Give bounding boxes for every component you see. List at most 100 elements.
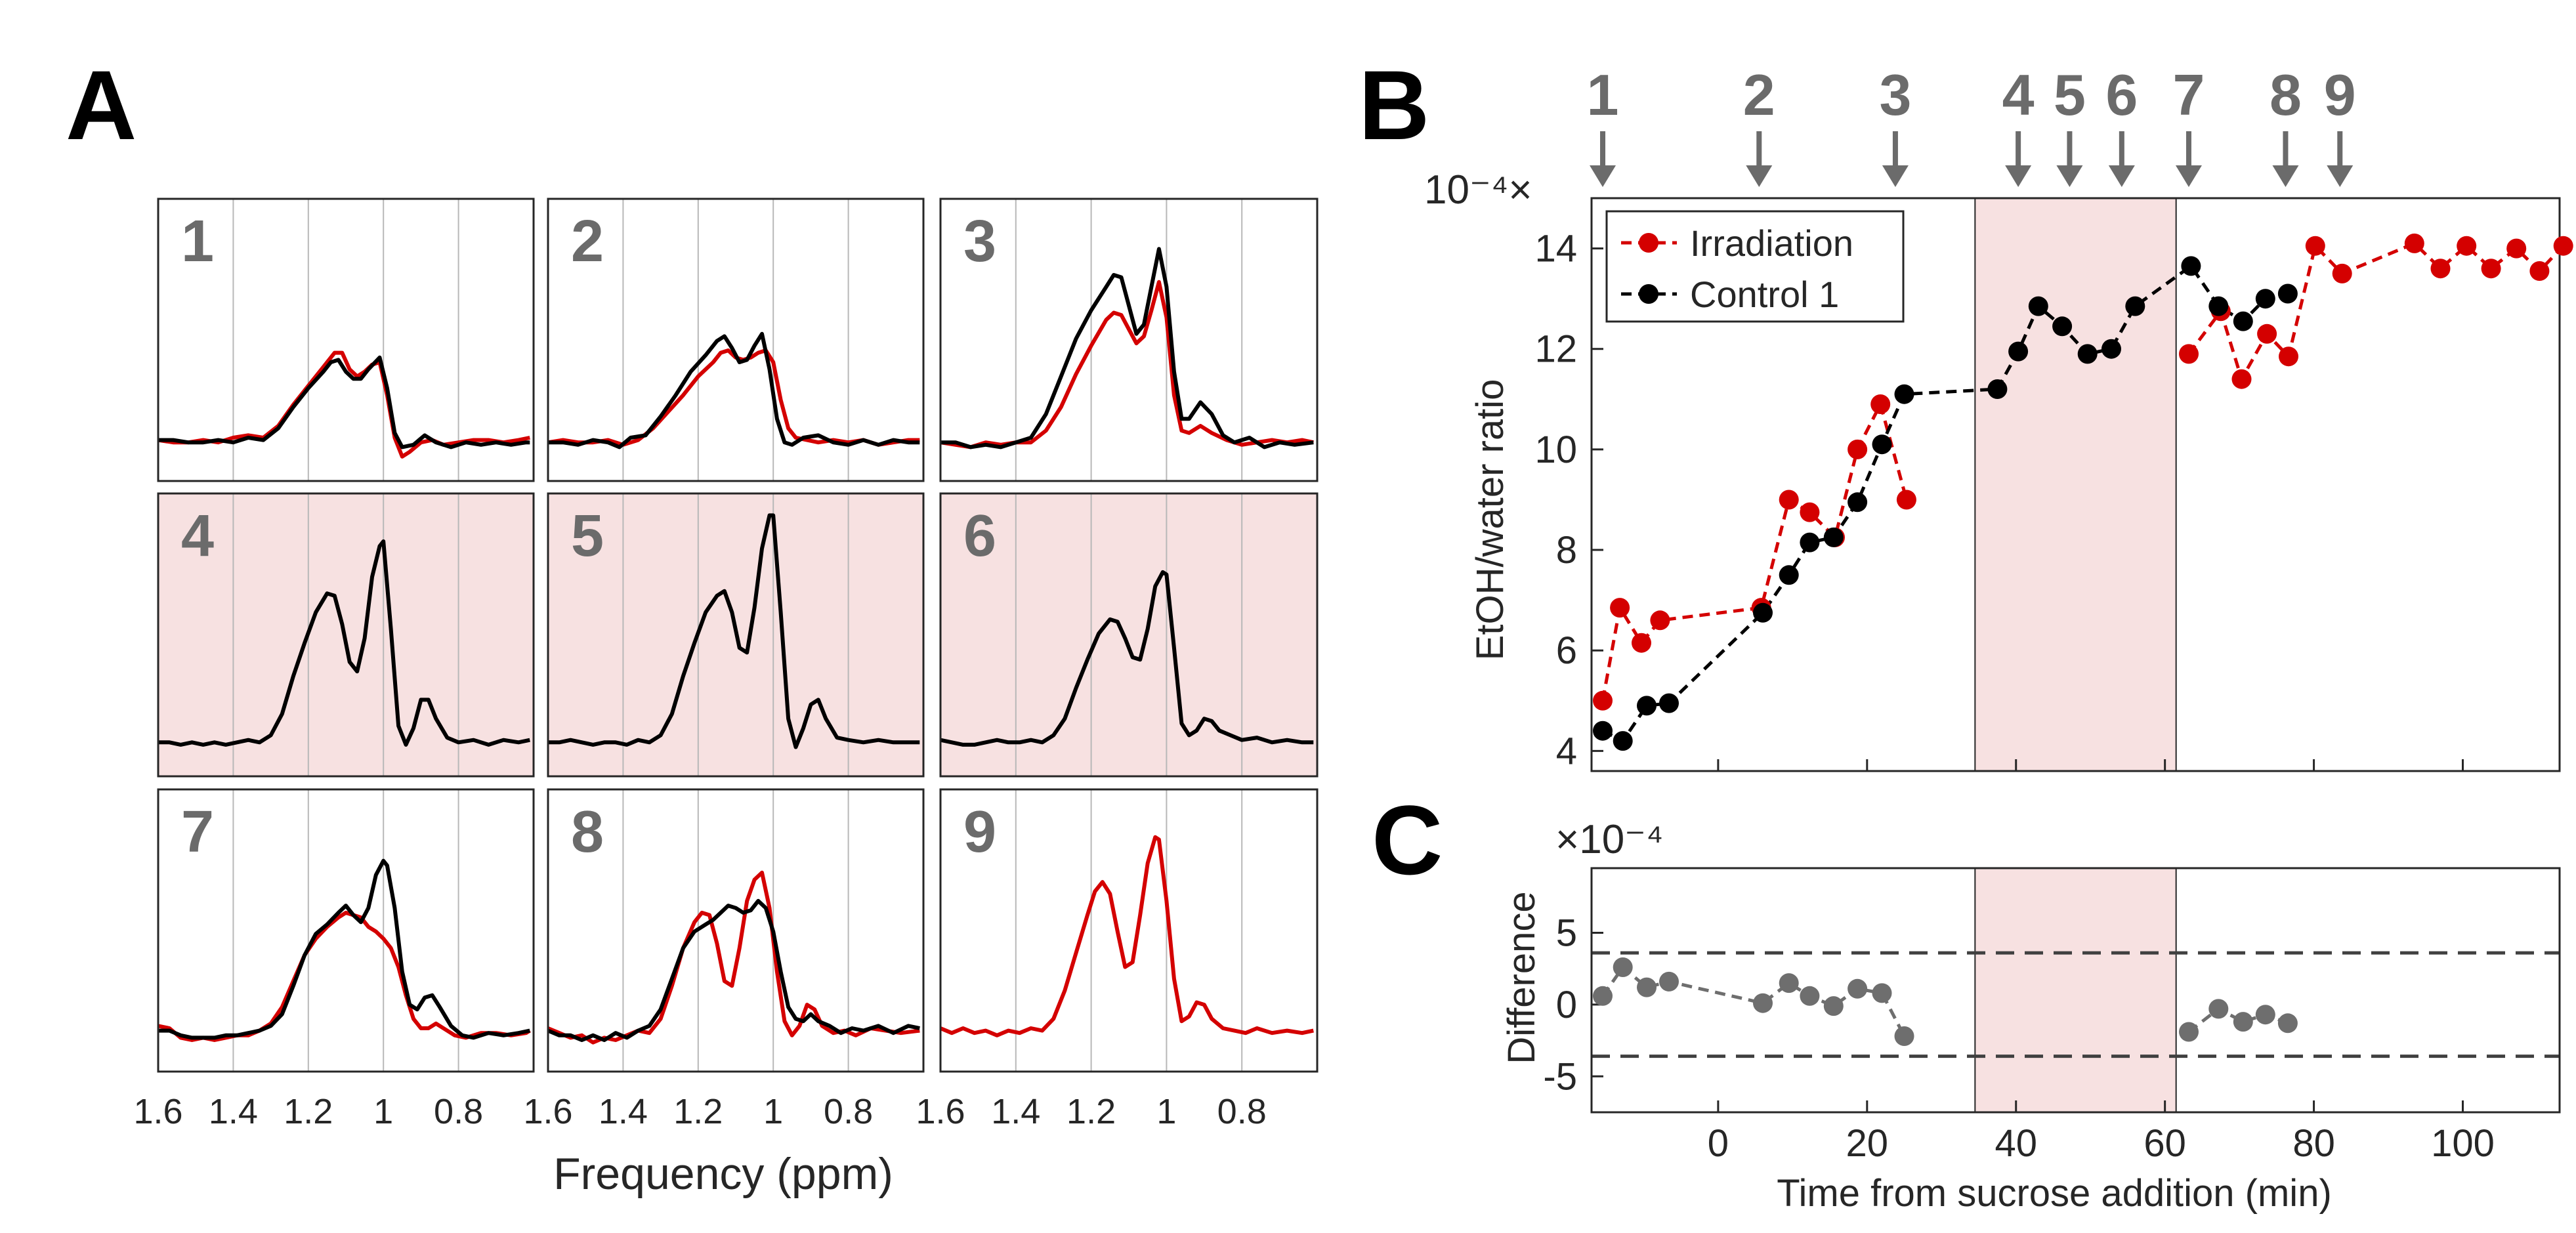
panel-b-y-axis-label: EtOH/water ratio	[1469, 379, 1511, 661]
x-tick-label: 1.2	[1066, 1092, 1116, 1131]
spectrum-arrow-label: 5	[2054, 62, 2086, 127]
spectrum-arrow-label: 4	[2002, 62, 2035, 127]
irradiation-data-point	[2457, 236, 2477, 256]
y-tick-label: 10	[1534, 428, 1577, 471]
control-data-point	[1894, 384, 1914, 404]
y-tick-label: 14	[1534, 228, 1577, 270]
spectrum-number: 9	[963, 799, 996, 865]
spectrum-arrow-label: 3	[1879, 62, 1911, 127]
down-arrow-icon	[2272, 165, 2299, 187]
spectrum-subplot-3: 3	[939, 198, 1319, 482]
difference-data-point	[1894, 1026, 1914, 1046]
y-tick-label: 6	[1556, 629, 1577, 672]
panel-c-y-axis-label: Difference	[1500, 891, 1543, 1064]
spectrum-arrow-label: 7	[2172, 62, 2205, 127]
legend-irradiation-label: Irradiation	[1690, 222, 1853, 264]
x-tick-label: 1.4	[991, 1092, 1040, 1131]
down-arrow-icon	[2005, 165, 2032, 187]
irradiation-data-point	[1632, 633, 1651, 653]
x-tick-label: 20	[1846, 1122, 1889, 1165]
irradiation-data-point	[2529, 261, 2550, 281]
irradiation-data-point	[1848, 439, 1868, 459]
difference-data-point	[2277, 1013, 2298, 1034]
irradiation-data-point	[2430, 259, 2451, 279]
spectrum-subplot-2: 2	[547, 198, 925, 482]
control-data-point	[2277, 283, 2298, 304]
control-data-point	[1659, 693, 1679, 713]
control-data-point	[2101, 339, 2121, 359]
irradiation-off-region	[1974, 198, 2177, 772]
y-tick-label: 5	[1556, 911, 1577, 954]
difference-data-point	[1613, 957, 1633, 977]
control-spectrum-line	[548, 513, 920, 749]
x-tick-label: 0.8	[824, 1092, 873, 1131]
x-tick-label: 1.6	[133, 1092, 182, 1131]
subplot-background	[158, 789, 534, 1072]
spectrum-subplot-1: 1	[157, 198, 535, 482]
subplot-background	[158, 199, 534, 481]
subplot-background	[940, 493, 1317, 776]
control-data-point	[2233, 311, 2253, 331]
x-tick-label: 1	[373, 1092, 393, 1131]
difference-data-point	[2233, 1012, 2253, 1032]
irradiation-data-point	[2553, 236, 2573, 256]
y-tick-label: 0	[1556, 984, 1577, 1026]
irradiation-data-point	[1870, 394, 1891, 414]
spectrum-number: 7	[181, 799, 214, 865]
control-data-point	[1593, 721, 1613, 741]
down-arrow-icon	[1746, 165, 1773, 187]
y-tick-label: 8	[1556, 529, 1577, 572]
subplot-background	[548, 199, 923, 481]
difference-data-point	[1779, 973, 1799, 993]
down-arrow-icon	[2108, 165, 2135, 187]
control-data-point	[1987, 379, 2008, 399]
control-data-point	[2052, 316, 2073, 337]
control-data-point	[1823, 527, 1844, 547]
spectrum-number: 6	[963, 503, 996, 569]
irradiation-spectrum-line	[158, 350, 530, 459]
panel-a-x-axis-label: Frequency (ppm)	[553, 1149, 893, 1199]
irradiation-off-region	[1974, 867, 2177, 1113]
spectrum-subplot-7: 7	[157, 788, 535, 1073]
irradiation-data-point	[2305, 236, 2325, 256]
panel-c-exponent: ×10⁻⁴	[1555, 817, 1664, 862]
spectrum-arrow-label: 9	[2324, 62, 2356, 127]
difference-data-point	[1593, 986, 1613, 1006]
x-tick-label: 0.8	[434, 1092, 483, 1131]
irradiation-data-point	[1610, 598, 1630, 618]
irradiation-data-point	[1800, 502, 1820, 522]
control-data-point	[2255, 289, 2275, 309]
control-data-point	[2208, 296, 2229, 316]
control-data-point	[1613, 731, 1633, 751]
x-tick-label: 40	[1995, 1122, 2037, 1165]
control-data-point	[2181, 256, 2201, 276]
subplot-frame	[157, 788, 535, 1073]
irradiation-data-point	[1779, 490, 1799, 510]
x-tick-label: 1	[1156, 1092, 1176, 1131]
control-spectrum-line	[158, 355, 530, 449]
spectrum-number: 2	[571, 209, 604, 274]
control-data-point	[1779, 565, 1799, 585]
spectrum-arrow-label: 2	[1743, 62, 1775, 127]
irradiation-data-point	[2257, 324, 2277, 344]
x-tick-label: 1.4	[209, 1092, 258, 1131]
difference-series-line	[2187, 1007, 2289, 1034]
control-spectrum-line	[547, 898, 920, 1042]
irradiation-data-point	[2179, 344, 2199, 364]
control-data-point	[1848, 492, 1868, 512]
x-tick-label: 1.6	[916, 1092, 965, 1131]
x-tick-label: 1.2	[284, 1092, 333, 1131]
spectrum-subplot-9: 9	[939, 788, 1319, 1073]
legend-control-label: Control 1	[1690, 274, 1839, 315]
control-spectrum-line	[158, 858, 530, 1040]
x-tick-label: 0.8	[1217, 1092, 1267, 1131]
control-spectrum-line	[940, 247, 1314, 449]
spectrum-number: 4	[181, 503, 214, 569]
panel-c-difference-chart: -5 0 5 0 20 40 60 80 100	[1543, 867, 2561, 1165]
subplot-background	[940, 199, 1317, 481]
spectrum-subplot-6: 6	[939, 492, 1319, 778]
panel-a-spectra: 1 2 3 4 5 6 7 8 9 1.6 1.4 1.2 1 0.8 1.6 1.4 1.2 1 0.8 1.6 1.…	[133, 198, 1319, 1131]
spectrum-subplot-5: 5	[547, 492, 925, 778]
